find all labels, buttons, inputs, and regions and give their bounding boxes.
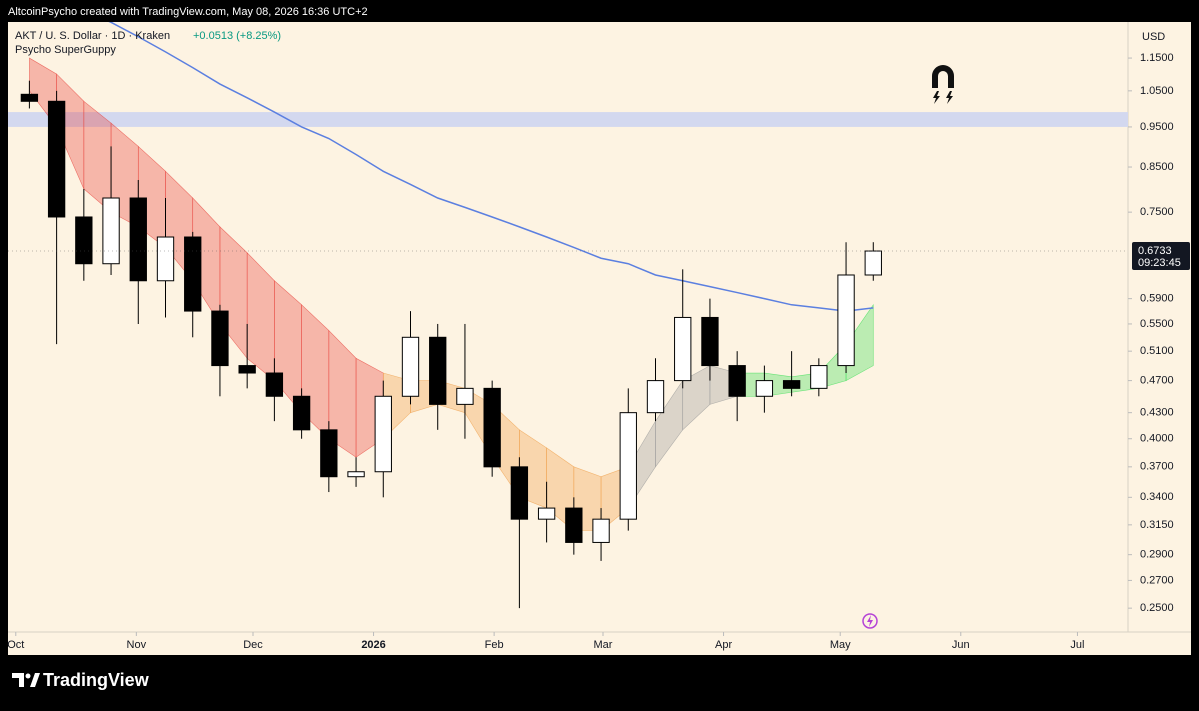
candle-body <box>782 380 801 389</box>
candle-body <box>565 507 583 543</box>
y-tick-label: 0.3150 <box>1140 519 1174 531</box>
candle-body <box>646 380 665 414</box>
x-tick-label: Jun <box>952 639 970 651</box>
x-tick-label: Feb <box>485 639 504 651</box>
candle-body <box>75 216 93 265</box>
candle-body <box>510 466 529 520</box>
candle-body <box>456 387 474 405</box>
legend-change: +0.0513 (+8.25%) <box>193 30 281 42</box>
candle-body <box>374 395 392 473</box>
candle-body <box>864 250 882 276</box>
candle-body <box>156 236 175 282</box>
footer-logo <box>12 673 40 687</box>
currency: USD <box>1142 31 1165 43</box>
x-tick-label: Apr <box>715 639 732 651</box>
candle-body <box>102 197 120 265</box>
countdown-label: 09:23:45 <box>1138 257 1181 269</box>
candle-body <box>619 412 637 520</box>
candle-body <box>347 471 365 478</box>
y-tick-label: 0.5100 <box>1140 345 1174 357</box>
candle-body <box>837 274 855 367</box>
resistance-zone <box>8 112 1128 127</box>
legend-symbol: AKT / U. S. Dollar · 1D · Kraken <box>15 30 170 42</box>
y-tick-label: 0.7500 <box>1140 206 1174 218</box>
last-price-label: 0.6733 <box>1138 245 1172 257</box>
y-tick-label: 0.8500 <box>1140 161 1174 173</box>
candle-body <box>592 518 610 543</box>
x-tick-label: Oct <box>7 639 24 651</box>
candle-body <box>184 236 202 312</box>
event-icon <box>867 615 873 627</box>
y-tick-label: 0.3700 <box>1140 461 1174 473</box>
candle-body <box>701 316 719 367</box>
x-tick-label: Nov <box>127 639 147 651</box>
x-tick-label: Mar <box>594 639 613 651</box>
candle-body <box>674 316 692 382</box>
y-tick-label: 0.9500 <box>1140 121 1174 133</box>
moving-average <box>108 22 874 312</box>
candle-body <box>20 93 39 102</box>
y-tick-label: 0.4000 <box>1140 433 1174 445</box>
x-tick-label: May <box>830 639 851 651</box>
candle-body <box>211 310 229 367</box>
candle-body <box>810 365 828 389</box>
candle-body <box>47 100 66 218</box>
event-icon[interactable] <box>862 613 878 629</box>
x-tick-label: Jul <box>1070 639 1084 651</box>
y-tick-label: 0.3400 <box>1140 491 1174 503</box>
y-tick-label: 0.4700 <box>1140 375 1174 387</box>
candle-body <box>483 387 501 468</box>
chart-area <box>8 22 1191 655</box>
x-tick-label: 2026 <box>361 639 385 651</box>
candle-body <box>429 336 447 405</box>
y-tick-label: 0.5900 <box>1140 293 1174 305</box>
y-tick-label: 1.1500 <box>1140 52 1174 64</box>
y-tick-label: 0.4300 <box>1140 407 1174 419</box>
candle-body <box>292 395 311 431</box>
candle-body <box>238 365 256 374</box>
header: AltcoinPsycho created with TradingView.c… <box>8 6 368 18</box>
candle-body <box>537 507 556 520</box>
y-tick-label: 1.0500 <box>1140 85 1174 97</box>
candle-body <box>265 372 284 397</box>
indicator-name: Psycho SuperGuppy <box>15 44 116 56</box>
candle-body <box>401 336 420 397</box>
y-tick-label: 0.2700 <box>1140 574 1174 586</box>
plot <box>8 22 1128 609</box>
magnet-icon <box>932 65 954 104</box>
last-price-box <box>1132 242 1190 271</box>
candle-body <box>320 429 338 478</box>
candle-body <box>755 380 774 397</box>
candle-body <box>129 197 147 282</box>
candle-body <box>728 365 746 397</box>
x-tick-label: Dec <box>243 639 263 651</box>
y-tick-label: 0.2900 <box>1140 549 1174 561</box>
y-tick-label: 0.5500 <box>1140 318 1174 330</box>
y-tick-label: 0.2500 <box>1140 602 1174 614</box>
footer-brand: TradingView <box>43 670 150 690</box>
